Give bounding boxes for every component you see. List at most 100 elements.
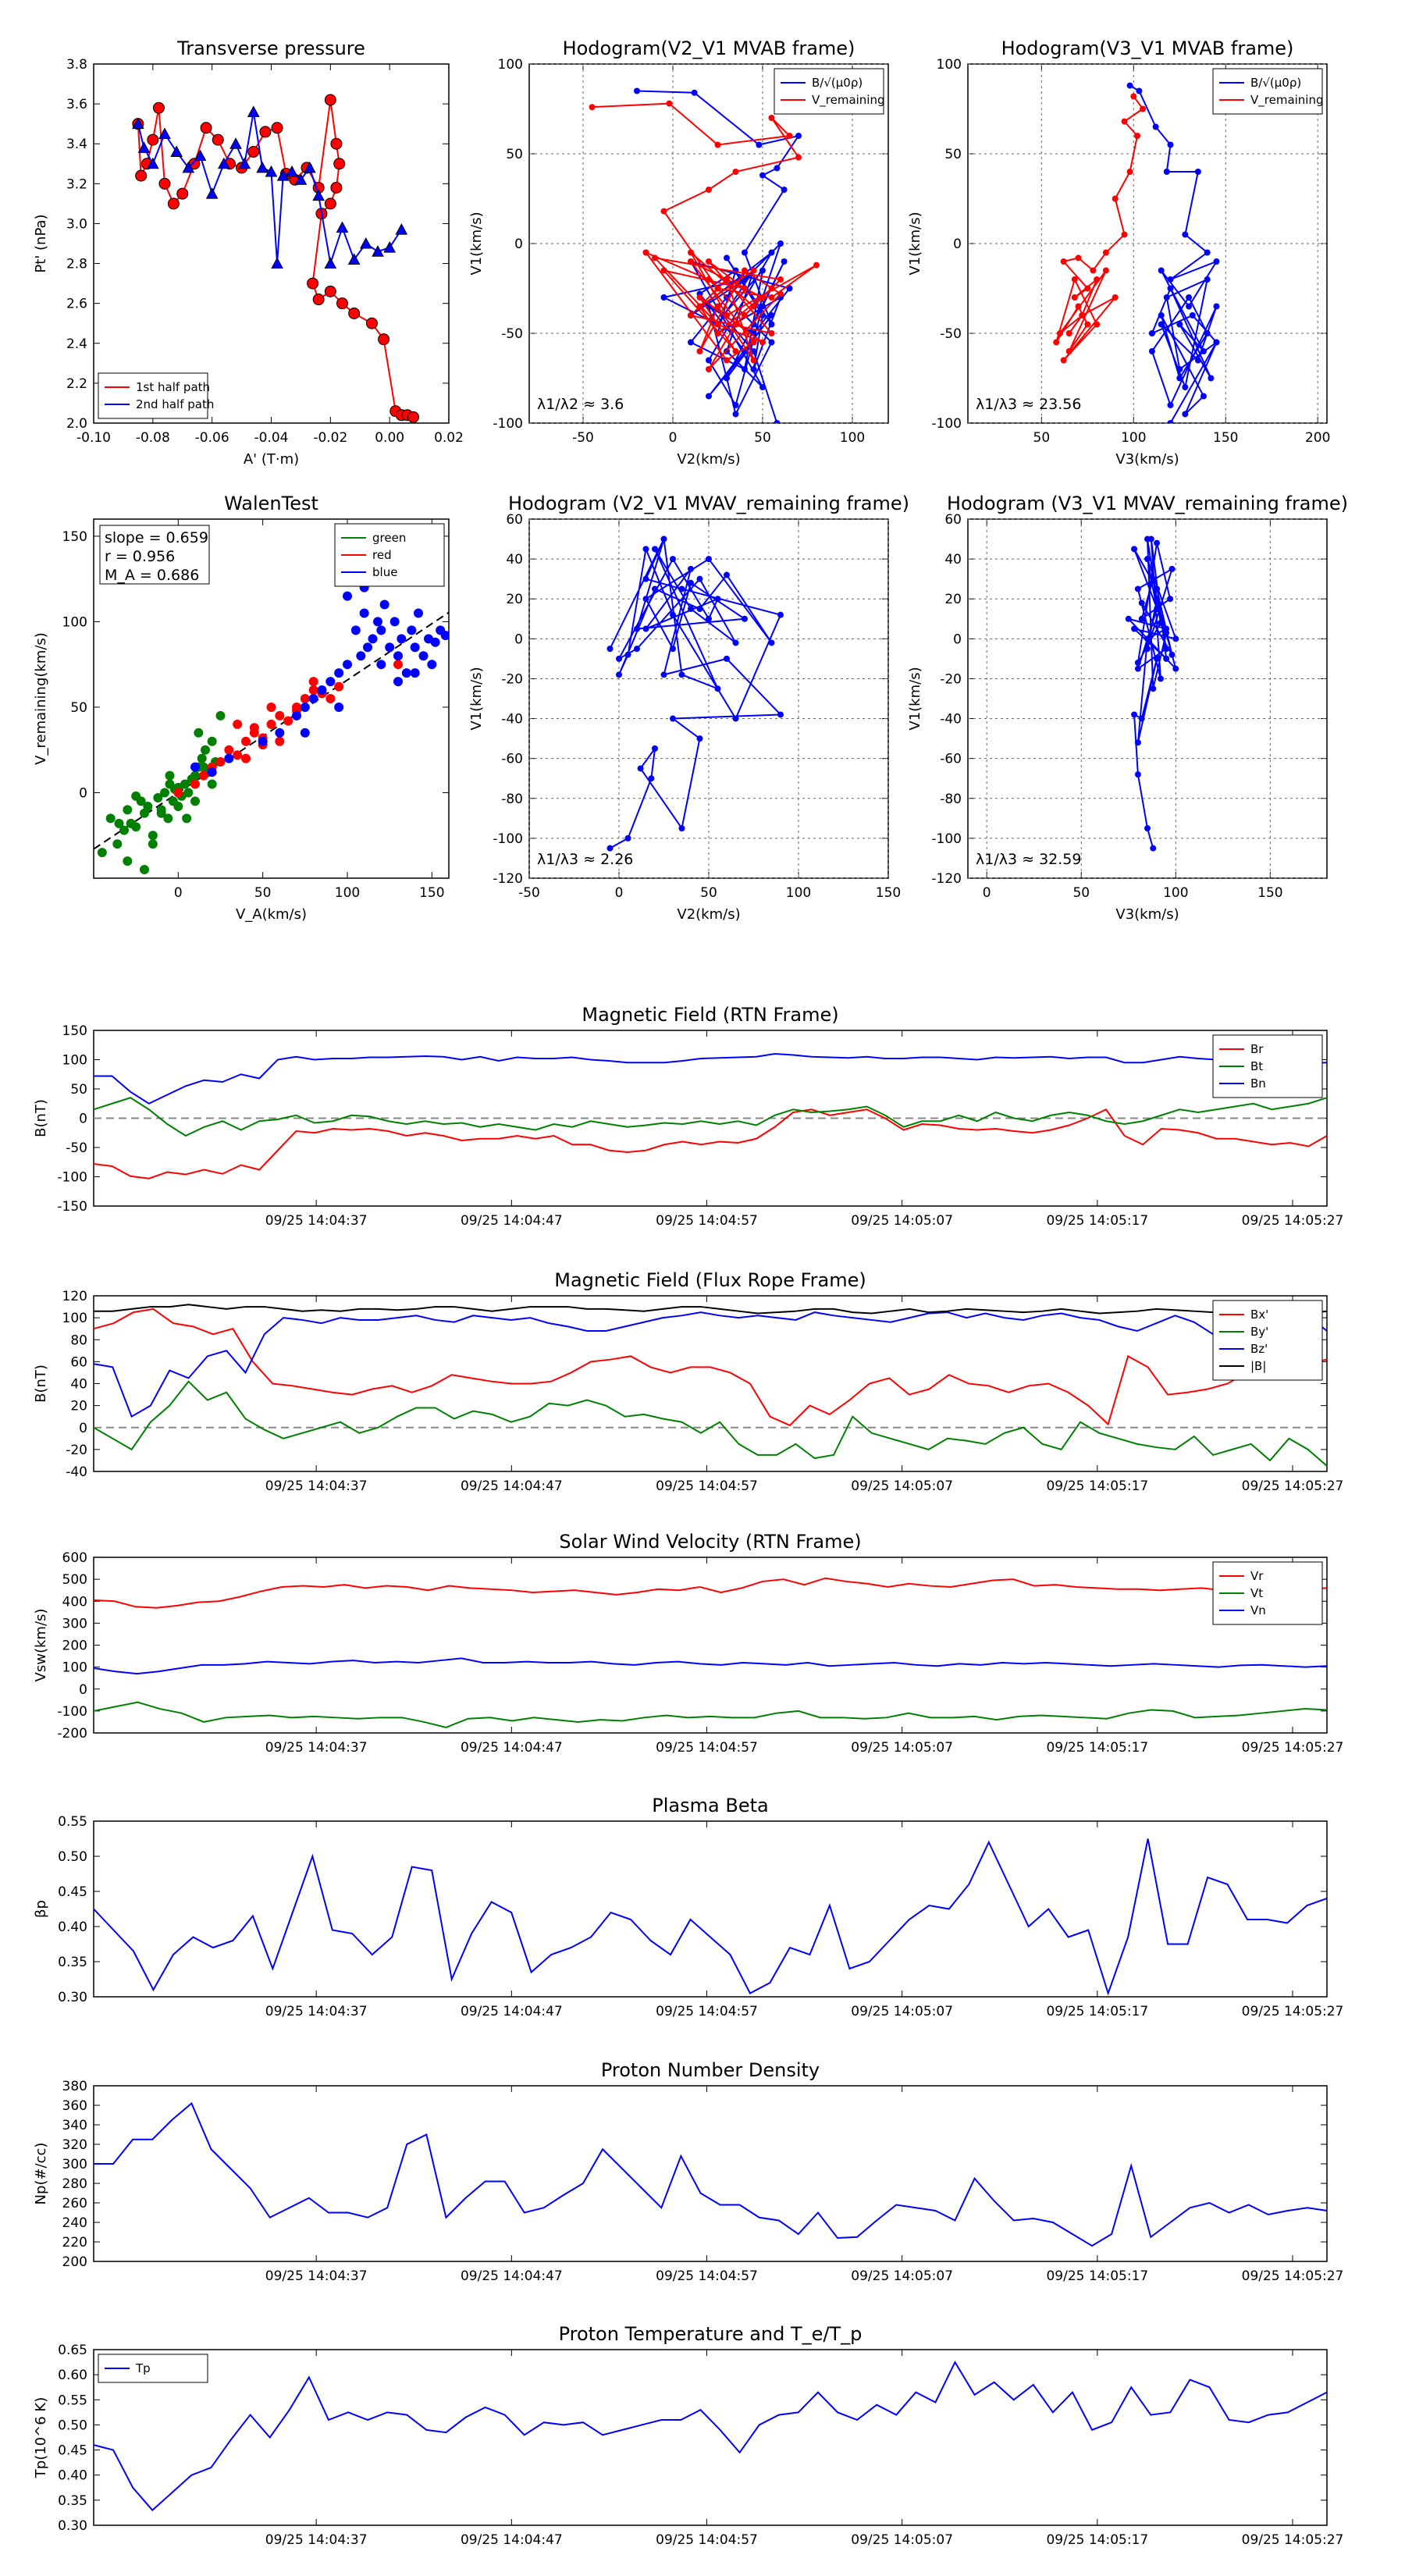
data-point xyxy=(1071,276,1078,283)
data-point xyxy=(774,420,781,423)
y-tick-label: 0.55 xyxy=(58,1814,87,1830)
x-tick-label: 09/25 14:05:17 xyxy=(1046,1478,1148,1494)
data-point xyxy=(750,339,757,346)
data-point xyxy=(714,685,721,692)
data-point xyxy=(170,145,183,157)
hodogram-v2-v1-mvab-xlabel: V2(km/s) xyxy=(677,451,740,468)
x-tick-label: 0 xyxy=(615,885,624,901)
data-point xyxy=(1148,348,1155,354)
y-tick-label: -60 xyxy=(501,752,523,767)
y-tick-label: 0 xyxy=(953,237,962,252)
data-point xyxy=(706,357,712,364)
series-line-Tp xyxy=(94,2360,1327,2512)
data-point xyxy=(1060,258,1067,265)
data-point xyxy=(714,285,721,292)
data-point xyxy=(1084,321,1091,328)
y-tick-label: 3.0 xyxy=(66,216,87,232)
x-tick-label: 100 xyxy=(1163,885,1188,901)
x-tick-label: 09/25 14:04:37 xyxy=(265,1478,368,1494)
series-line-By' xyxy=(94,1380,1327,1467)
data-point xyxy=(768,294,775,301)
y-tick-label: 0.50 xyxy=(58,2418,87,2433)
data-point xyxy=(634,625,640,632)
data-point xyxy=(660,671,667,678)
solar-wind-velocity-ylabel: Vsw(km/s) xyxy=(33,1609,49,1682)
hodogram-v2-v1-mvav-plot-area xyxy=(606,535,784,852)
data-point xyxy=(1163,294,1170,301)
y-tick-label: 2.0 xyxy=(66,416,87,432)
data-point xyxy=(696,303,703,310)
hodogram-v2-v1-mvab-panel: Hodogram(V2_V1 MVAB frame) -100 -50 0 50 100 -… xyxy=(468,37,889,468)
data-point xyxy=(153,793,163,803)
data-point xyxy=(1194,169,1201,175)
legend-label: 2nd half path xyxy=(136,397,214,411)
data-point xyxy=(706,393,712,400)
x-tick-label: 50 xyxy=(254,885,272,901)
data-point xyxy=(706,556,712,563)
y-tick-label: 280 xyxy=(62,2176,87,2192)
y-tick-label: 0.40 xyxy=(58,1920,87,1935)
transverse-pressure-axes xyxy=(93,63,450,424)
data-point xyxy=(724,357,730,364)
data-point xyxy=(1075,303,1082,310)
y-tick-label: 50 xyxy=(506,147,523,162)
data-point xyxy=(1167,141,1174,148)
data-point xyxy=(696,606,703,612)
y-tick-label: 100 xyxy=(62,1053,87,1069)
data-point xyxy=(241,736,251,746)
data-point xyxy=(742,285,748,292)
data-point xyxy=(1136,87,1143,94)
data-point xyxy=(1157,619,1164,626)
data-point xyxy=(215,757,226,767)
data-point xyxy=(1182,411,1189,418)
data-point xyxy=(1154,596,1161,603)
hodogram-v3-v1-mvab-panel: Hodogram(V3_V1 MVAB frame) -100 -50 0 50 100 5… xyxy=(907,37,1330,468)
data-point xyxy=(182,161,195,173)
legend-label: |B| xyxy=(1250,1359,1266,1373)
data-point xyxy=(308,677,318,687)
y-tick-label: -50 xyxy=(66,1140,87,1156)
y-tick-label: 360 xyxy=(62,2098,87,2114)
data-point xyxy=(275,736,285,746)
hodogram-v3-v1-mvab-xlabel: V3(km/s) xyxy=(1115,451,1179,468)
data-point xyxy=(271,122,283,134)
y-tick-label: -100 xyxy=(493,416,523,432)
hodogram-v2-v1-mvab-plot-area xyxy=(589,87,820,423)
data-point xyxy=(696,348,703,354)
annotation-line: slope = 0.659 xyxy=(105,529,208,546)
data-point xyxy=(768,339,775,346)
data-point xyxy=(777,240,784,247)
y-tick-label: -20 xyxy=(66,1443,87,1458)
data-point xyxy=(1150,685,1157,692)
walen-test-ylabel: V_remaining(km/s) xyxy=(33,632,49,765)
legend-label: green xyxy=(372,531,406,545)
y-tick-label: -50 xyxy=(501,326,523,342)
data-point xyxy=(688,249,694,256)
data-point xyxy=(131,791,141,801)
annotation-frame xyxy=(99,525,210,585)
x-tick-label: 150 xyxy=(1257,885,1282,901)
data-point xyxy=(1172,665,1179,672)
data-point xyxy=(634,646,640,653)
data-point xyxy=(774,165,781,172)
data-point xyxy=(212,133,224,146)
x-tick-label: 50 xyxy=(1033,430,1051,446)
y-tick-label: 0.60 xyxy=(58,2368,87,2383)
hodogram-v3-v1-mvab-axes xyxy=(967,63,1328,424)
data-point xyxy=(624,834,631,841)
x-tick-label: 09/25 14:05:07 xyxy=(851,2004,953,2019)
legend-label: Bx' xyxy=(1250,1308,1268,1322)
data-point xyxy=(307,277,319,290)
data-point xyxy=(368,634,378,644)
data-point xyxy=(642,575,649,582)
data-point xyxy=(173,788,183,798)
annotation-box: slope = 0.659 r = 0.956 M_A = 0.686 xyxy=(99,525,210,585)
x-tick-label: -0.02 xyxy=(313,430,347,446)
data-point xyxy=(1065,348,1072,354)
data-point xyxy=(714,303,721,310)
transverse-pressure-ylabel: Pt' (nPa) xyxy=(33,214,49,272)
y-tick-label: 400 xyxy=(62,1594,87,1610)
hodogram-v2-v1-mvab-title: Hodogram(V2_V1 MVAB frame) xyxy=(563,37,855,59)
data-point xyxy=(324,257,337,269)
data-point xyxy=(215,710,226,720)
